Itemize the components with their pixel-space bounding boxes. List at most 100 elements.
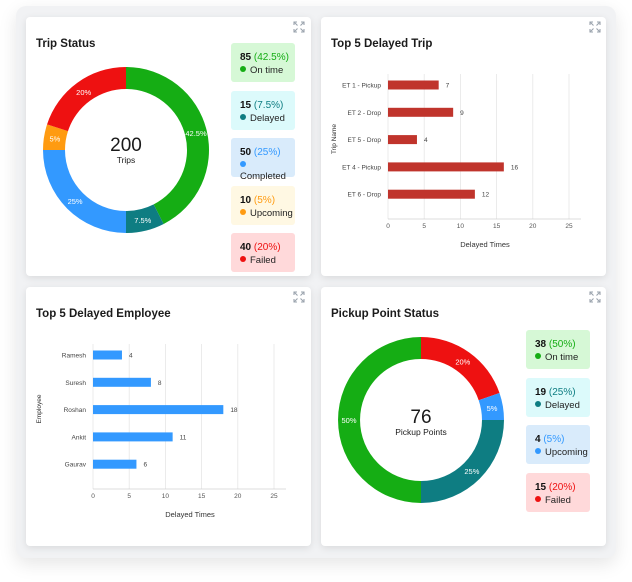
legend-count: 15 <box>240 99 252 111</box>
pickup-status-donut-chart: 20% 5% 25% 50% 76 Pickup Points <box>338 337 504 503</box>
bar-value-label: 4 <box>129 353 133 360</box>
y-tick-label: Roshan <box>64 407 87 414</box>
legend-item[interactable]: 38 (50%) On time <box>526 330 590 369</box>
legend-value: 15 (7.5%) <box>240 100 283 111</box>
legend-item[interactable]: 4 (5%) Upcoming <box>526 425 590 464</box>
donut-slice-label: 25% <box>464 467 479 476</box>
y-tick-label: ET 5 - Drop <box>348 137 382 144</box>
donut-slice-label: 7.5% <box>134 216 151 225</box>
donut-slice-label: 20% <box>455 357 470 366</box>
bar-value-label: 9 <box>460 110 464 117</box>
donut-slice[interactable] <box>478 393 504 420</box>
x-tick-label: 20 <box>529 223 537 230</box>
card-title: Trip Status <box>36 38 96 50</box>
legend-percent: (5%) <box>543 434 565 445</box>
bar[interactable] <box>93 405 224 415</box>
y-tick-label: ET 2 - Drop <box>348 110 382 117</box>
bar[interactable] <box>388 107 454 117</box>
bar-value-label: 7 <box>446 83 450 90</box>
y-tick-label: Suresh <box>65 380 86 387</box>
legend-percent: (5%) <box>253 194 276 206</box>
expand-icon[interactable] <box>589 21 601 33</box>
donut-slice[interactable] <box>338 337 421 503</box>
x-tick-label: 5 <box>422 223 426 230</box>
legend-count: 85 <box>240 52 252 63</box>
legend-item[interactable]: 15 (7.5%) Delayed <box>231 90 295 130</box>
bar-value-label: 16 <box>511 164 519 171</box>
x-tick-label: 15 <box>198 493 206 500</box>
expand-icon[interactable] <box>293 21 305 33</box>
delayed-employee-card: Top 5 Delayed Employee 0 5 10 15 20 25 Ramesh… <box>26 287 311 546</box>
trip-status-donut-chart: 42.5% 7.5% 25% 5% 20% 200 Trips <box>43 67 209 233</box>
donut-slice[interactable] <box>126 67 209 224</box>
legend-value: 19 (25%) <box>535 387 576 398</box>
donut-slice[interactable] <box>126 204 164 233</box>
bar[interactable] <box>93 459 137 469</box>
x-tick-label: 20 <box>234 493 242 500</box>
card-title: Top 5 Delayed Employee <box>36 308 171 320</box>
bar[interactable] <box>93 350 122 360</box>
legend-percent: (7.5%) <box>253 99 284 111</box>
legend-percent: (20%) <box>253 242 281 253</box>
x-tick-label: 0 <box>386 223 390 230</box>
donut-slice[interactable] <box>43 150 126 233</box>
bar-value-label: 8 <box>158 380 162 387</box>
legend-value: 10 (5%) <box>240 195 275 206</box>
legend-dot-icon <box>535 400 541 407</box>
legend-value: 15 (20%) <box>535 482 576 493</box>
legend-item[interactable]: 50 (25%) Completed <box>231 138 295 182</box>
donut-slice-label: 50% <box>341 416 356 425</box>
legend-item[interactable]: 15 (20%) Failed <box>526 472 590 512</box>
donut-slice-label: 42.5% <box>185 129 207 138</box>
bar[interactable] <box>388 162 504 172</box>
bar[interactable] <box>388 189 475 199</box>
donut-slice[interactable] <box>47 67 126 132</box>
bar[interactable] <box>93 377 151 387</box>
expand-icon[interactable] <box>589 291 601 303</box>
legend-dot-icon <box>240 113 246 120</box>
donut-slice-label: 20% <box>76 88 91 97</box>
legend-count: 38 <box>535 339 547 350</box>
legend-dot-icon <box>240 66 246 72</box>
legend-label: Delayed <box>545 399 580 411</box>
legend-item[interactable]: 40 (20%) Failed <box>231 233 295 272</box>
bar-value-label: 12 <box>482 192 490 199</box>
legend-percent: (25%) <box>548 386 576 398</box>
legend-item[interactable]: 19 (25%) Delayed <box>526 377 590 417</box>
legend-count: 50 <box>240 147 252 158</box>
legend-label: Upcoming <box>545 447 588 458</box>
legend-dot-icon <box>535 495 541 502</box>
bar-value-label: 18 <box>230 407 238 414</box>
x-tick-label: 25 <box>270 493 278 500</box>
donut-slice[interactable] <box>421 337 500 401</box>
bar-value-label: 4 <box>424 137 428 144</box>
donut-total: 76 <box>410 407 431 428</box>
bar[interactable] <box>93 432 173 442</box>
legend-dot-icon <box>240 208 246 215</box>
legend-percent: (42.5%) <box>253 52 289 63</box>
donut-slice[interactable] <box>43 124 68 150</box>
legend-value: 50 (25%) <box>240 147 281 158</box>
delayed-trip-card: Top 5 Delayed Trip 0 5 10 15 20 25 ET 1 - Pic… <box>321 17 606 276</box>
bar[interactable] <box>388 135 417 145</box>
expand-icon[interactable] <box>293 291 305 303</box>
x-tick-label: 15 <box>493 223 501 230</box>
legend-dot-icon <box>240 161 246 167</box>
legend-item[interactable]: 10 (5%) Upcoming <box>231 185 295 225</box>
donut-slice[interactable] <box>421 420 504 503</box>
card-title: Top 5 Delayed Trip <box>331 38 433 50</box>
legend-count: 4 <box>535 434 541 445</box>
legend-dot-icon <box>240 256 246 262</box>
y-tick-label: Gaurav <box>65 462 87 469</box>
bar-value-label: 11 <box>180 434 187 441</box>
legend-percent: (50%) <box>548 339 576 350</box>
donut-slice-label: 25% <box>68 197 83 206</box>
legend-value: 85 (42.5%) <box>240 52 289 63</box>
legend-label: Completed <box>240 171 286 182</box>
legend-dot-icon <box>535 448 541 454</box>
donut-slice-label: 5% <box>487 404 498 413</box>
legend-count: 40 <box>240 242 252 253</box>
y-tick-label: ET 4 - Pickup <box>342 164 381 171</box>
legend-item[interactable]: 85 (42.5%) On time <box>231 43 295 82</box>
bar[interactable] <box>388 80 439 90</box>
